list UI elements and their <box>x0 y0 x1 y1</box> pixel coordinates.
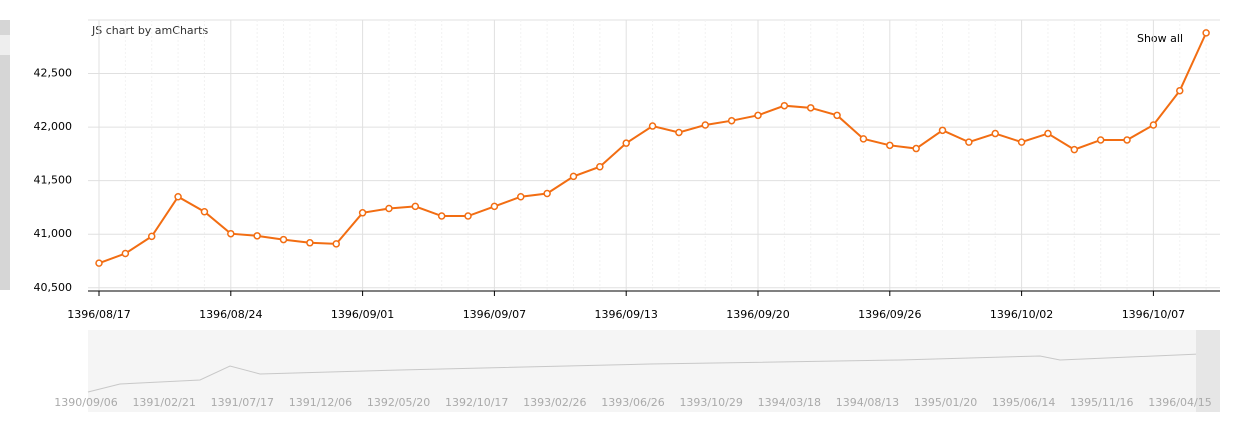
scrollbar-label: 1393/06/26 <box>601 396 664 409</box>
scrollbar-label: 1393/02/26 <box>523 396 586 409</box>
point <box>279 235 288 244</box>
x-tick-label: 1396/09/13 <box>594 308 657 321</box>
show-all-button[interactable]: Show all <box>1137 32 1183 45</box>
point <box>675 128 683 137</box>
point <box>306 239 314 247</box>
point <box>227 229 235 238</box>
point <box>622 139 630 147</box>
point <box>991 129 999 138</box>
scrollbar-label: 1391/07/17 <box>211 396 274 409</box>
point <box>121 249 130 258</box>
point <box>1070 145 1079 154</box>
point <box>806 104 815 112</box>
point <box>200 207 209 216</box>
x-tick-label: 1396/09/20 <box>726 308 789 321</box>
x-tick-label: 1396/08/24 <box>199 308 262 321</box>
scrollbar-label: 1395/11/16 <box>1070 396 1133 409</box>
point <box>1123 136 1131 144</box>
scrollbar-label: 1394/08/13 <box>836 396 899 409</box>
point <box>727 116 736 125</box>
scrollbar-background <box>88 330 1220 412</box>
scrollbar-label: 1395/06/14 <box>992 396 1055 409</box>
point <box>174 192 182 201</box>
point <box>332 240 340 248</box>
point <box>358 209 367 217</box>
scrollbar-label: 1391/12/06 <box>289 396 352 409</box>
point <box>938 126 947 135</box>
point <box>754 111 762 120</box>
point <box>859 135 868 143</box>
point <box>912 144 920 153</box>
point <box>569 172 578 181</box>
point <box>490 202 499 211</box>
y-tick-label: 42,500 <box>34 67 73 80</box>
scrollbar-graph <box>87 352 1221 393</box>
x-tick-label: 1396/09/07 <box>463 308 526 321</box>
point <box>833 111 841 120</box>
scrollbar-label: 1395/01/20 <box>914 396 977 409</box>
point <box>1017 138 1026 146</box>
point <box>1202 29 1210 37</box>
point <box>385 204 393 213</box>
scrollbar-label: 1393/10/29 <box>679 396 742 409</box>
y-tick-label: 41,500 <box>34 174 73 187</box>
point <box>1176 86 1184 95</box>
point <box>437 212 446 220</box>
scrollbar-label: 1391/02/21 <box>132 396 195 409</box>
scrollbar-label: 1396/04/15 <box>1148 396 1211 409</box>
point <box>464 212 472 220</box>
point <box>596 162 604 171</box>
scrollbar-label: 1392/05/20 <box>367 396 430 409</box>
point <box>965 138 973 146</box>
x-tick-label: 1396/10/02 <box>990 308 1053 321</box>
x-tick-label: 1396/10/07 <box>1122 308 1185 321</box>
scrollbar-grip <box>0 35 10 55</box>
point <box>648 122 657 130</box>
point <box>1149 121 1158 129</box>
point <box>701 121 710 129</box>
x-tick-label: 1396/08/17 <box>67 308 130 321</box>
scrollbar-selection[interactable] <box>1196 330 1220 412</box>
point <box>1044 129 1052 138</box>
point <box>517 192 525 201</box>
point <box>1096 136 1105 144</box>
y-tick-label: 40,500 <box>34 281 73 294</box>
point <box>253 232 261 240</box>
y-tick-label: 41,000 <box>34 227 73 240</box>
point <box>543 189 551 198</box>
x-tick-label: 1396/09/26 <box>858 308 921 321</box>
scrollbar-label: 1394/03/18 <box>758 396 821 409</box>
y-tick-label: 42,000 <box>34 120 73 133</box>
point <box>95 259 103 267</box>
scrollbar-label: 1392/10/17 <box>445 396 508 409</box>
scrollbar-label: 1390/09/06 <box>54 396 117 409</box>
vertical-scrollbar <box>0 20 10 290</box>
point <box>411 202 420 211</box>
point <box>780 101 789 110</box>
credit: JS chart by amCharts <box>91 24 208 37</box>
point <box>147 232 156 241</box>
point <box>886 141 894 150</box>
x-tick-label: 1396/09/01 <box>331 308 394 321</box>
